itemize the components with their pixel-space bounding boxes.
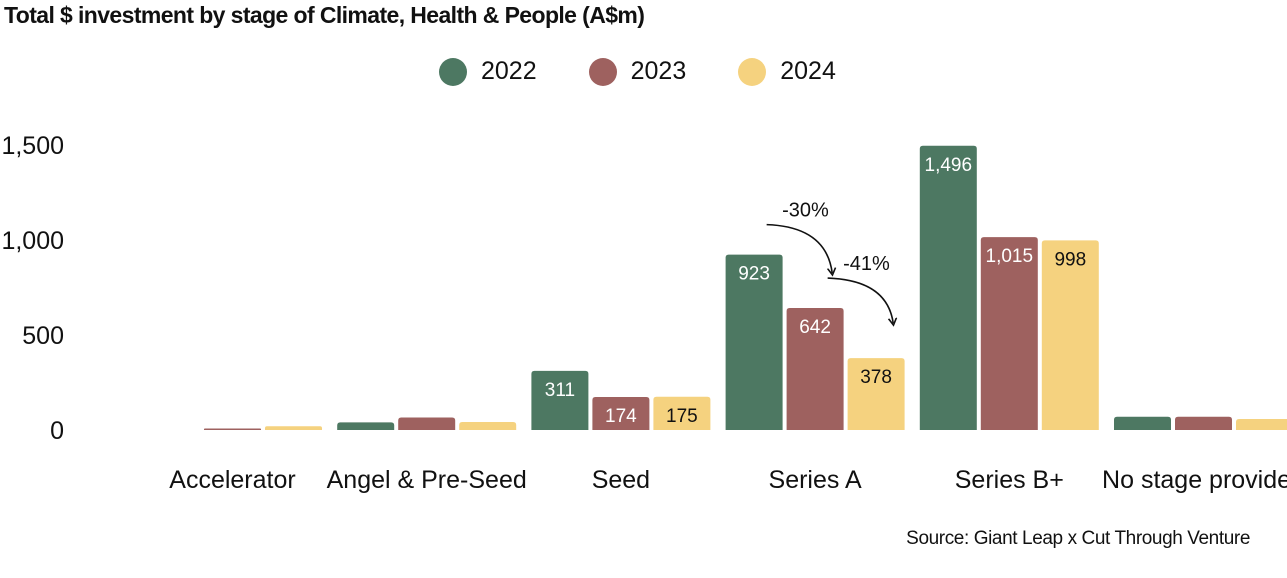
bar-2023 <box>592 396 650 430</box>
change-arrow <box>827 277 894 323</box>
y-tick-label: 0 <box>50 417 64 445</box>
bar-2022 <box>531 370 589 430</box>
legend-label-2024: 2024 <box>780 57 836 85</box>
legend-swatch-2024 <box>738 57 767 86</box>
bars: 311 174 175 923 642 378 1,496 1,015 998 <box>204 145 1287 430</box>
bar-2024 <box>459 422 517 430</box>
data-label: 378 <box>860 367 892 388</box>
legend-swatch-2022 <box>439 57 467 86</box>
bar-2022 <box>1114 416 1171 430</box>
bar-2023 <box>1175 416 1232 430</box>
legend-item-2024: 2024 <box>738 57 836 86</box>
change-label: -30% <box>782 200 829 222</box>
data-label: 175 <box>666 406 698 427</box>
data-label: 311 <box>545 380 575 401</box>
bar-2022 <box>337 422 395 430</box>
x-tick-label: No stage provided <box>1102 466 1287 494</box>
change-label: -41% <box>843 253 890 275</box>
bar-2024 <box>265 426 322 430</box>
bar-2022 <box>725 254 783 430</box>
data-label: 174 <box>605 406 637 427</box>
y-tick-label: 1,500 <box>1 132 64 160</box>
x-tick-label: Series B+ <box>955 466 1064 494</box>
x-axis: Accelerator Angel & Pre-Seed Seed Series A S… <box>169 466 1287 494</box>
y-tick-label: 1,000 <box>1 227 64 255</box>
data-label: 1,496 <box>925 155 973 176</box>
data-label: 642 <box>799 317 831 338</box>
data-label: 998 <box>1054 249 1086 270</box>
bar-2023 <box>980 237 1038 430</box>
bar-2024 <box>653 396 711 430</box>
y-tick-label: 500 <box>22 322 64 350</box>
source-note: Source: Giant Leap x Cut Through Venture <box>906 528 1250 549</box>
legend-label-2023: 2023 <box>630 57 687 85</box>
x-tick-label: Series A <box>769 466 862 494</box>
data-label: 1,015 <box>986 246 1034 267</box>
legend-item-2022: 2022 <box>439 57 537 86</box>
x-tick-label: Accelerator <box>169 466 295 494</box>
bar-2023 <box>398 417 456 430</box>
bar-2023 <box>786 308 844 430</box>
bar-2022 <box>919 145 977 430</box>
annotations: -30% -41% <box>766 200 894 324</box>
chart-title: Total $ investment by stage of Climate, … <box>4 2 645 28</box>
legend-item-2023: 2023 <box>588 57 687 86</box>
x-tick-label: Angel & Pre-Seed <box>327 466 527 494</box>
bar-2023 <box>204 428 261 430</box>
bar-2024 <box>1236 418 1287 430</box>
data-label: 923 <box>738 264 770 285</box>
bar-2024 <box>847 358 905 430</box>
x-tick-label: Seed <box>592 466 650 494</box>
legend-swatch-2023 <box>588 57 617 86</box>
bar-2024 <box>1041 240 1099 430</box>
legend: 2022 2023 2024 <box>439 57 888 86</box>
legend-label-2022: 2022 <box>481 57 537 85</box>
change-arrow <box>766 223 833 273</box>
y-axis: 0 500 1,000 1,500 <box>1 132 64 445</box>
